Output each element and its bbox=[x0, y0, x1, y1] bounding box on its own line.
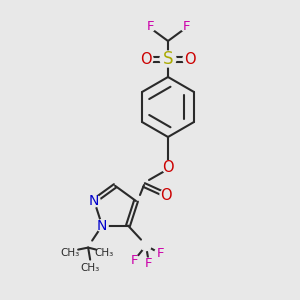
Text: S: S bbox=[163, 50, 173, 68]
Text: O: O bbox=[140, 52, 152, 67]
Text: CH₃: CH₃ bbox=[80, 262, 100, 273]
Circle shape bbox=[141, 241, 151, 250]
Text: F: F bbox=[144, 257, 152, 270]
Text: CH₃: CH₃ bbox=[61, 248, 80, 258]
Circle shape bbox=[154, 248, 166, 259]
Circle shape bbox=[183, 52, 197, 66]
Text: O: O bbox=[162, 160, 174, 175]
Text: F: F bbox=[182, 20, 190, 32]
Circle shape bbox=[181, 20, 191, 32]
Circle shape bbox=[142, 258, 154, 269]
Circle shape bbox=[96, 220, 108, 232]
Circle shape bbox=[128, 255, 140, 266]
Text: F: F bbox=[146, 20, 154, 32]
Circle shape bbox=[160, 189, 172, 201]
Circle shape bbox=[139, 52, 153, 66]
Text: N: N bbox=[89, 194, 99, 208]
Circle shape bbox=[160, 51, 176, 67]
Circle shape bbox=[88, 195, 100, 207]
Text: O: O bbox=[184, 52, 196, 67]
Text: CH₃: CH₃ bbox=[94, 248, 114, 258]
Circle shape bbox=[162, 161, 174, 173]
Text: N: N bbox=[97, 219, 107, 232]
Circle shape bbox=[145, 20, 155, 32]
Text: O: O bbox=[160, 188, 172, 202]
Text: F: F bbox=[130, 254, 138, 267]
Text: F: F bbox=[156, 247, 164, 260]
